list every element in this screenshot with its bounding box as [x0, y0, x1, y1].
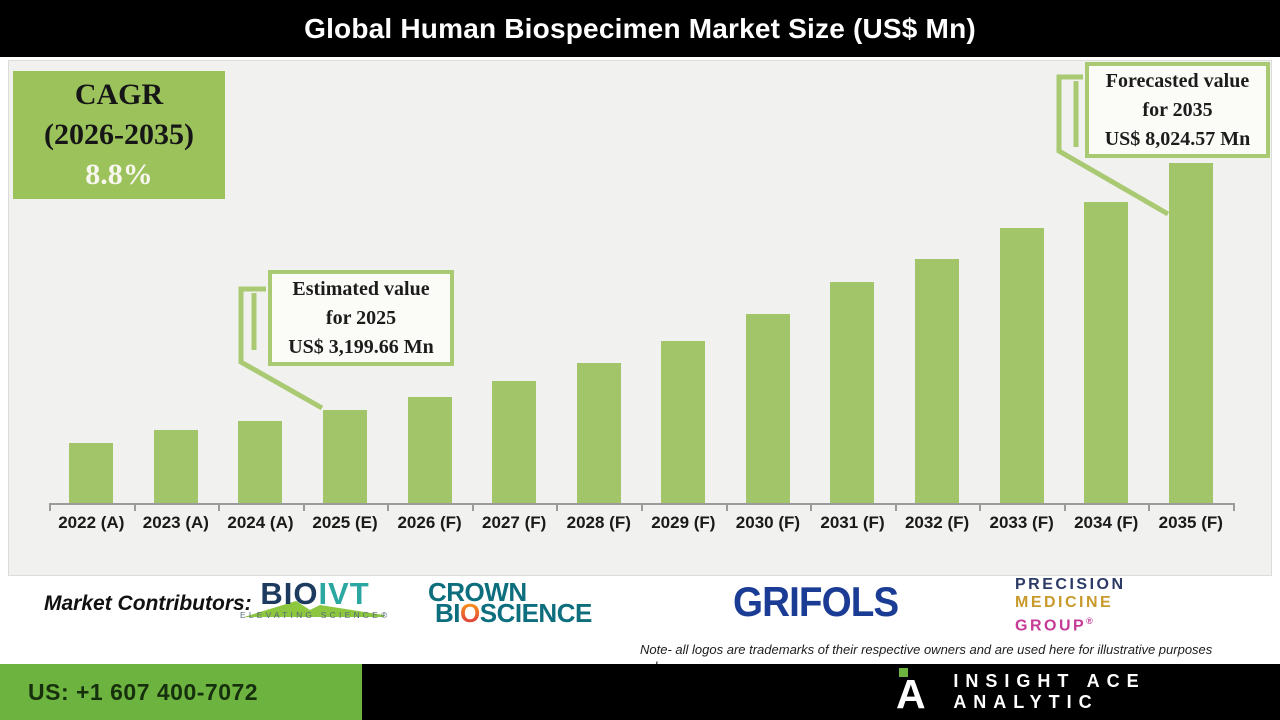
- footer-phone-block: US: +1 607 400-7072: [0, 664, 362, 720]
- x-axis-label: 2027 (F): [482, 513, 547, 532]
- insight-ace-logo-icon: A: [896, 668, 935, 717]
- grifols-logo: GRIFOLS: [733, 578, 899, 625]
- x-axis-tick: [640, 505, 643, 511]
- brand-name: INSIGHT ACE ANALYTIC: [953, 671, 1146, 712]
- cagr-label: CAGR: [74, 78, 164, 111]
- registered-mark: ®: [1086, 616, 1093, 626]
- x-axis-label: 2025 (E): [312, 513, 378, 532]
- chart-bar: [661, 341, 706, 503]
- x-axis-label: 2023 (A): [142, 513, 209, 532]
- precision-wordmark-line2: MEDICINE: [1015, 594, 1114, 611]
- x-axis-tick: [1063, 505, 1066, 511]
- chart-bar: [238, 421, 283, 503]
- x-axis-label: 2032 (F): [904, 513, 970, 532]
- cagr-period: (2026-2035): [44, 118, 194, 151]
- market-contributors-label: Market Contributors:: [44, 592, 252, 615]
- chart-bar: [153, 430, 198, 503]
- x-axis-label: 2034 (F): [1074, 513, 1139, 532]
- x-axis-label: 2031 (F): [820, 513, 885, 532]
- brand-block: A INSIGHT ACE ANALYTIC: [896, 664, 1280, 720]
- x-axis-tick: [810, 505, 813, 511]
- bioivt-wordmark-ivt: IVT: [318, 576, 370, 611]
- x-axis-label: 2024 (A): [227, 513, 294, 532]
- precision-wordmark-line1: PRECISION: [1015, 576, 1126, 593]
- crown-wordmark-science: SCIENCE: [479, 598, 593, 628]
- chart-bar: [1168, 163, 1213, 503]
- x-axis-tick: [471, 505, 474, 511]
- x-axis-label: 2029 (F): [651, 513, 716, 532]
- x-axis-tick: [1148, 505, 1151, 511]
- chart-bar: [69, 443, 114, 503]
- footer-bar: US: +1 607 400-7072 A INSIGHT ACE ANALYT…: [0, 664, 1280, 720]
- x-axis-labels: 2022 (A) 2023 (A) 2024 (A) 2025 (E) 2026 (F)…: [49, 513, 1233, 533]
- x-axis-label: 2028 (F): [566, 513, 631, 532]
- bioivt-logo: BIOIVT ELEVATING SCIENCE®: [240, 578, 391, 620]
- x-axis-label: 2033 (F): [989, 513, 1054, 532]
- cagr-badge: CAGR (2026-2035) 8.8%: [13, 71, 225, 199]
- chart-bar: [576, 363, 621, 503]
- crown-bioscience-logo: CROWN BIOSCIENCE: [428, 577, 592, 626]
- x-axis-label: 2035 (F): [1158, 513, 1223, 532]
- chart-panel: CAGR (2026-2035) 8.8% 2022 (A) 2023 (A) 20…: [8, 60, 1272, 576]
- x-axis-tick: [49, 505, 51, 511]
- x-axis-tick: [387, 505, 390, 511]
- chart-bar: [914, 259, 959, 503]
- x-axis-label: 2026 (F): [397, 513, 462, 532]
- header-bar: Global Human Biospecimen Market Size (US…: [0, 0, 1280, 57]
- bioivt-wordmark-bio: BIO: [260, 576, 319, 611]
- plot-area: [49, 163, 1233, 503]
- cagr-value: 8.8%: [85, 158, 153, 191]
- trademark-note-line1: Note- all logos are trademarks of their …: [640, 642, 1213, 657]
- x-axis-tick: [725, 505, 728, 511]
- crown-wordmark-line1: CROWN: [428, 577, 527, 607]
- x-axis-tick: [302, 505, 305, 511]
- x-axis-tick: [894, 505, 897, 511]
- x-axis-tick: [133, 505, 136, 511]
- bioivt-tagline: ELEVATING SCIENCE®: [240, 610, 391, 620]
- x-axis-tick: [218, 505, 221, 511]
- x-axis-label: 2022 (A): [58, 513, 125, 532]
- market-contributors-strip: Market Contributors: BIOIVT ELEVATING SC…: [0, 576, 1280, 664]
- chart-bar: [1084, 202, 1129, 503]
- precision-wordmark-line3: GROUP: [1015, 617, 1087, 635]
- chart-bar: [745, 314, 790, 503]
- chart-bar: [407, 397, 452, 503]
- x-axis-tick: [1232, 505, 1235, 511]
- crown-wordmark-bi: BI: [435, 598, 461, 628]
- x-axis-tick: [556, 505, 559, 511]
- crown-flame-icon: O: [460, 598, 480, 628]
- chart-bar: [322, 410, 367, 503]
- phone-number: US: +1 607 400-7072: [28, 678, 259, 705]
- x-axis-line: [49, 503, 1235, 505]
- chart-bar: [830, 282, 875, 503]
- chart-bar: [999, 228, 1044, 503]
- precision-medicine-group-logo: PRECISION MEDICINE GROUP®: [1015, 576, 1126, 635]
- x-axis-tick: [979, 505, 982, 511]
- chart-bar: [492, 381, 537, 503]
- logo-green-square: [899, 668, 908, 677]
- bioivt-mountain-icon: [244, 601, 384, 617]
- page-title: Global Human Biospecimen Market Size (US…: [304, 12, 976, 44]
- x-axis-label: 2030 (F): [735, 513, 801, 532]
